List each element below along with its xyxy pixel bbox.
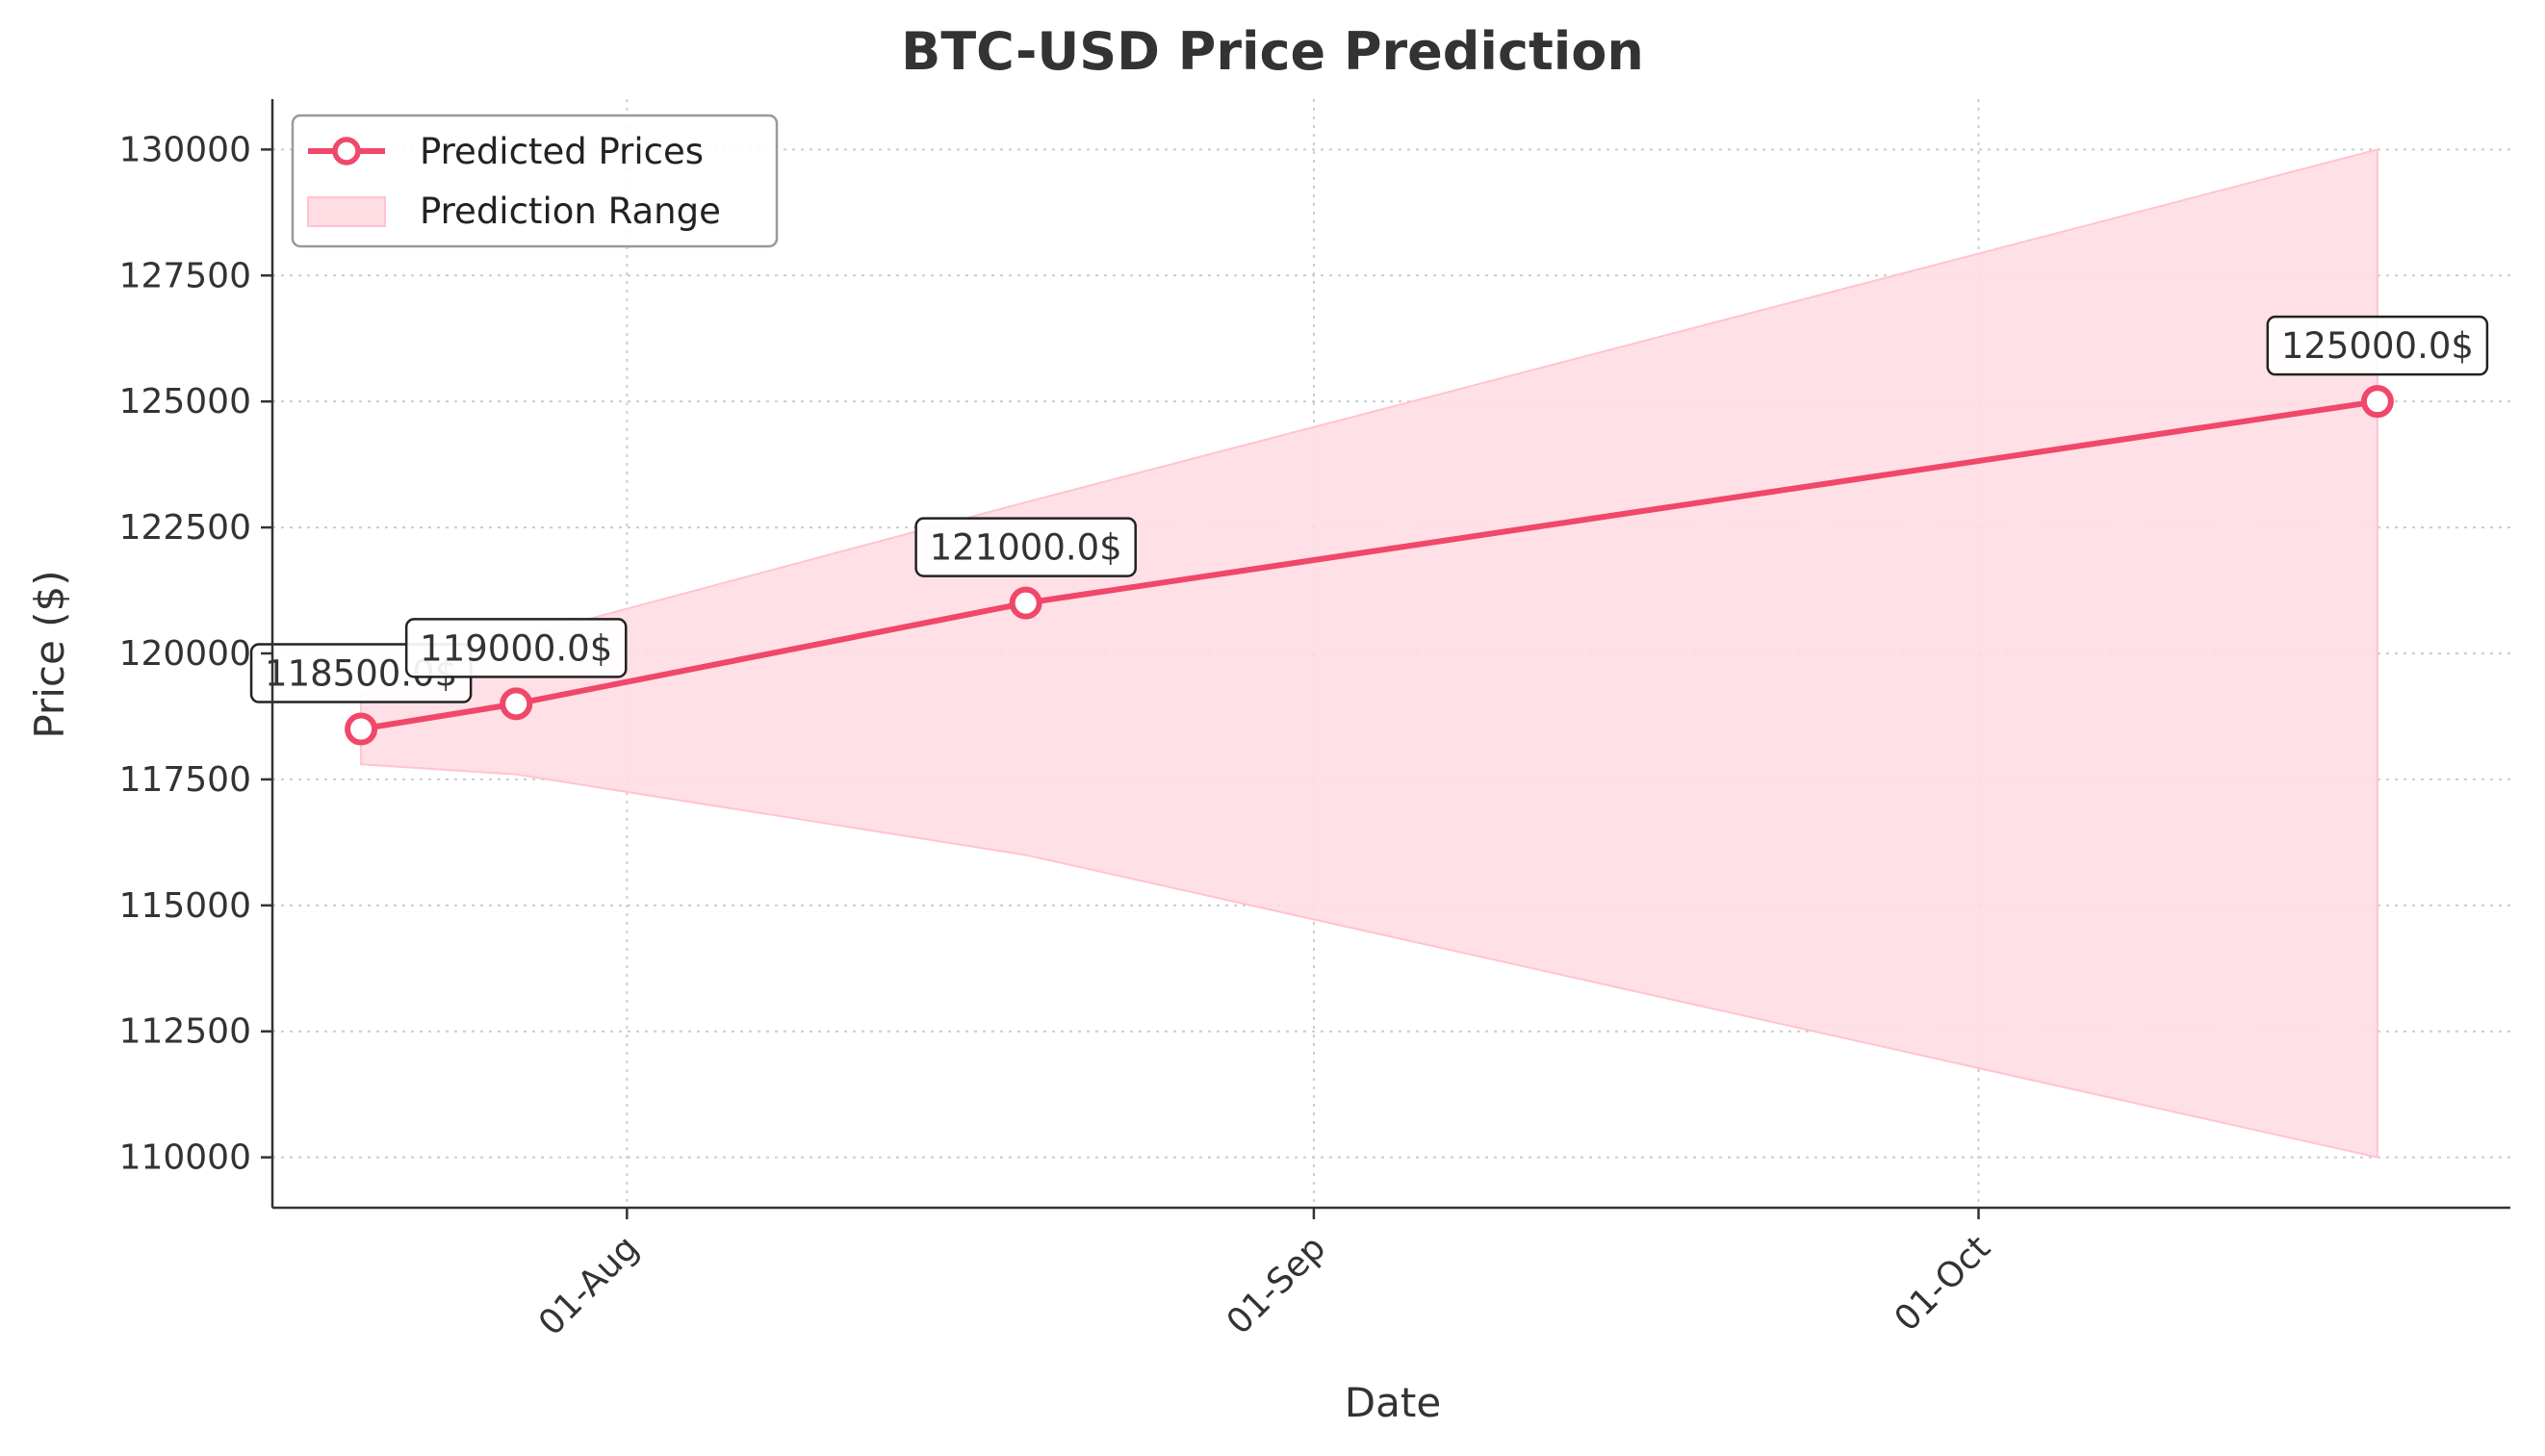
legend-label-predicted-prices: Predicted Prices	[420, 131, 704, 172]
prediction-range-band	[360, 148, 2378, 1159]
y-tick-label: 130000	[119, 130, 251, 169]
y-tick-label: 120000	[119, 634, 251, 674]
data-label-box	[404, 618, 628, 678]
legend-frame	[291, 114, 779, 248]
y-tick-label: 117500	[119, 760, 251, 800]
data-label-box	[2266, 315, 2489, 376]
legend-band-swatch	[307, 196, 386, 227]
data-label-box	[914, 517, 1137, 577]
data-label-text: 125000.0$	[2281, 325, 2474, 367]
y-tick-label: 115000	[119, 886, 251, 926]
legend-label-prediction-range: Prediction Range	[420, 191, 721, 232]
prediction-range-area	[360, 148, 2378, 1159]
predicted-prices-polyline	[360, 398, 2378, 732]
x-axis-label: Date	[1345, 1379, 1441, 1426]
y-axis-label: Price ($)	[26, 570, 73, 738]
y-tick-label: 127500	[119, 256, 251, 295]
data-label-text: 121000.0$	[930, 527, 1122, 569]
predicted-prices-line	[360, 398, 2378, 732]
data-point	[1009, 586, 1042, 620]
y-tick-label: 110000	[119, 1138, 251, 1178]
x-tick-label: 01-Sep	[1220, 1228, 1334, 1342]
y-tick-label: 125000	[119, 382, 251, 421]
data-label-text: 119000.0$	[420, 627, 612, 669]
chart-title: BTC-USD Price Prediction	[901, 21, 1644, 82]
data-points	[345, 385, 2394, 746]
data-label: 121000.0$	[914, 517, 1137, 577]
y-tick-label: 122500	[119, 508, 251, 548]
legend: Predicted Prices Prediction Range	[291, 114, 779, 248]
y-tick-label: 112500	[119, 1012, 251, 1052]
legend-marker-swatch	[332, 137, 361, 166]
data-label: 125000.0$	[2266, 315, 2489, 376]
data-point	[2360, 385, 2394, 419]
data-labels: 118500.0$119000.0$121000.0$125000.0$	[249, 315, 2489, 703]
x-tick-label: 01-Aug	[531, 1228, 647, 1343]
data-point	[500, 687, 533, 721]
data-label: 119000.0$	[404, 618, 628, 678]
x-tick-label: 01-Oct	[1888, 1228, 1998, 1339]
data-point	[345, 712, 378, 746]
